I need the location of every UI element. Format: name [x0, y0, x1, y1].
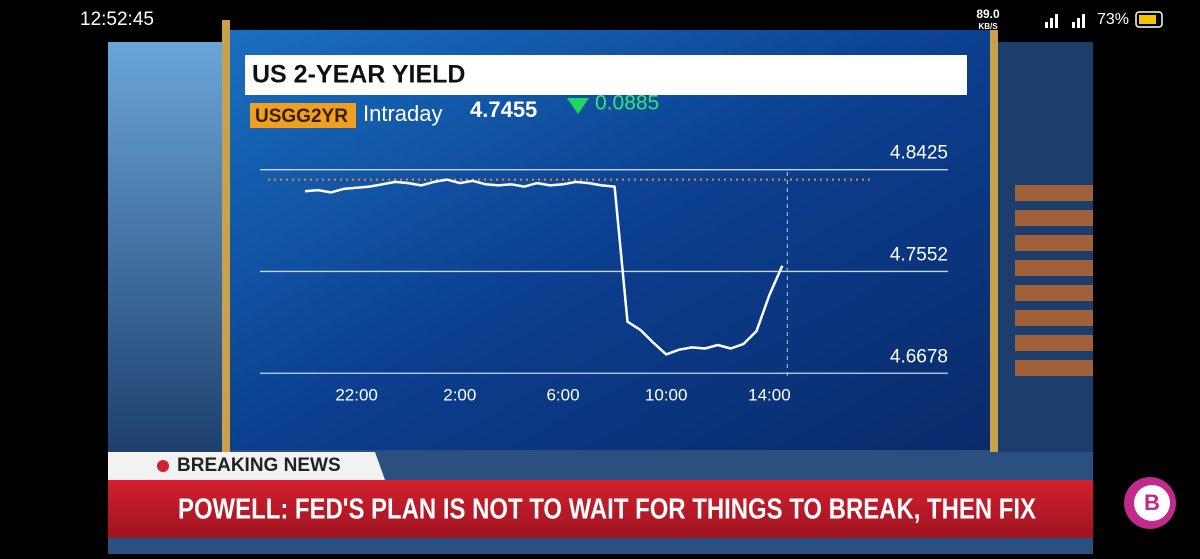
series-line	[304, 178, 784, 356]
y-tick-label: 4.7552	[890, 244, 948, 265]
chart: 4.6678 4.7552 4.8425 22:00 2:00 6:00 10:00 14:0…	[260, 143, 948, 404]
last-price: 4.7455	[470, 97, 537, 122]
ticker-box	[250, 103, 356, 128]
chart-title: US 2-YEAR YIELD	[252, 61, 465, 89]
chart-panel	[230, 30, 990, 450]
y-tick-label: 4.6678	[890, 346, 948, 367]
title-box	[245, 55, 967, 95]
logo-inner	[1134, 485, 1170, 521]
x-tick-label: 14:00	[748, 385, 791, 404]
breaking-tag: BREAKING NEWS	[177, 455, 341, 476]
net-unit: KB/S	[978, 22, 998, 31]
change: 0.0885	[595, 92, 659, 115]
breaking-tab	[108, 452, 385, 480]
net-speed: 89.0	[976, 7, 1000, 21]
y-tick-label: 4.8425	[890, 143, 948, 164]
period: Intraday	[363, 101, 443, 126]
battery-icon	[1135, 11, 1163, 28]
status-time: 12:52:45	[80, 9, 154, 30]
battery-level: 73%	[1097, 11, 1129, 28]
city-backdrop	[108, 42, 228, 452]
headline-banner	[108, 480, 1093, 538]
x-tick-label: 6:00	[546, 385, 579, 404]
monitor-bezel	[222, 20, 230, 452]
x-tick-label: 10:00	[645, 385, 688, 404]
logo-letter: B	[1144, 490, 1160, 515]
live-dot	[157, 460, 169, 472]
monitor-bezel	[990, 30, 998, 452]
signal-icons	[1045, 14, 1085, 28]
ticker: USGG2YR	[255, 106, 348, 127]
headline: POWELL: FED'S PLAN IS NOT TO WAIT FOR TH…	[178, 494, 1037, 526]
battery-fill	[1139, 15, 1156, 24]
x-tick-label: 2:00	[443, 385, 476, 404]
studio-slats	[1015, 185, 1093, 376]
x-tick-label: 22:00	[335, 385, 378, 404]
down-arrow	[567, 98, 589, 114]
